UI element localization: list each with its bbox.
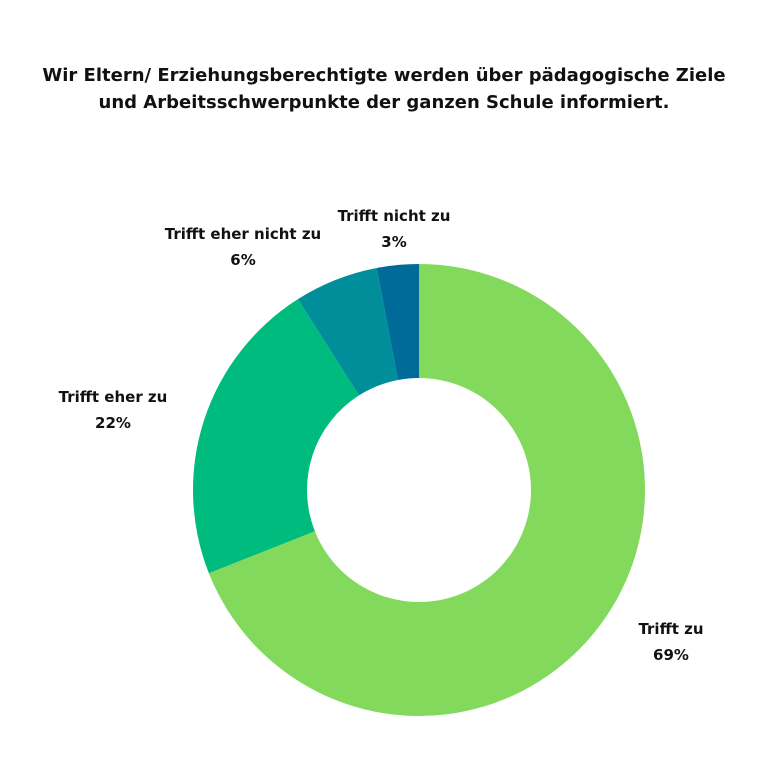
slice-label-trifft-nicht-zu: Trifft nicht zu: [338, 207, 451, 225]
slice-label-trifft-eher-nicht-zu: Trifft eher nicht zu: [165, 225, 322, 243]
slice-trifft-eher-nicht-zu: [297, 268, 399, 396]
slice-trifft-nicht-zu: [376, 264, 419, 380]
slice-trifft-eher-zu: [192, 299, 359, 574]
chart-title-line-2: und Arbeitsschwerpunkte der ganzen Schul…: [98, 92, 670, 113]
slice-label-trifft-eher-zu: Trifft eher zu: [59, 388, 168, 406]
slice-value-trifft-eher-zu: 22%: [95, 414, 131, 432]
slice-labels: Trifft zu 69% Trifft eher zu 22% Trifft eher…: [59, 207, 704, 664]
slice-label-trifft-zu: Trifft zu: [638, 620, 703, 638]
slice-value-trifft-zu: 69%: [653, 646, 689, 664]
slice-value-trifft-eher-nicht-zu: 6%: [230, 251, 255, 269]
chart-title: Wir Eltern/ Erziehungsberechtigte werden…: [20, 62, 748, 116]
slice-value-trifft-nicht-zu: 3%: [381, 233, 406, 251]
slice-trifft-zu: [208, 264, 645, 716]
donut-slices: [192, 264, 645, 716]
chart-title-line-1: Wir Eltern/ Erziehungsberechtigte werden…: [42, 65, 726, 86]
